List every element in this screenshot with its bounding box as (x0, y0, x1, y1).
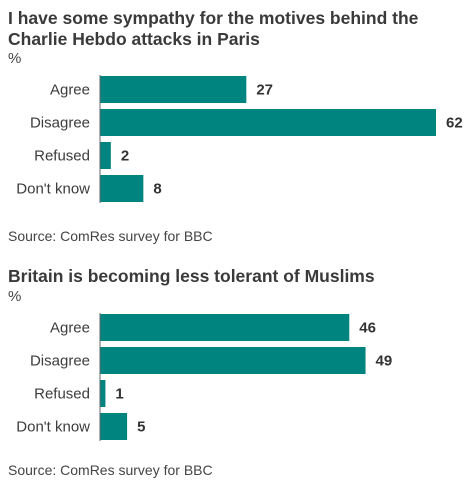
chart-1-source: Source: ComRes survey for BBC (8, 228, 213, 244)
category-label: Disagree (30, 115, 90, 132)
category-label: Agree (50, 320, 90, 337)
category-label: Refused (34, 148, 90, 165)
bar-disagree (100, 109, 436, 136)
chart-panel-1: I have some sympathy for the motives beh… (8, 8, 463, 244)
value-label: 8 (153, 181, 161, 198)
bar-refused (100, 142, 111, 169)
chart-2-plot: Agree 46 Disagree 49 Refused 1 Don't know 5 (16, 313, 393, 441)
chart-1-plot: Agree 27 Disagree 62 Refused 2 Don't know 8 (16, 75, 463, 203)
bar-don-t-know (100, 175, 144, 202)
chart-1-unit: % (8, 50, 22, 67)
value-label: 5 (137, 419, 145, 436)
value-label: 62 (446, 115, 463, 132)
category-label: Agree (50, 82, 90, 99)
value-label: 1 (115, 386, 123, 403)
bar-don-t-know (100, 413, 128, 440)
chart-panel-2: Britain is becoming less tolerant of Mus… (0, 250, 473, 493)
chart-2-title: Britain is becoming less tolerant of Mus… (8, 266, 375, 286)
bar-refused (100, 380, 106, 407)
value-label: 46 (359, 320, 376, 337)
bar-disagree (100, 347, 366, 374)
category-label: Disagree (30, 353, 90, 370)
bar-agree (100, 76, 247, 103)
category-label: Refused (34, 386, 90, 403)
chart-1-title: I have some sympathy for the motives beh… (8, 8, 419, 49)
chart-2-unit: % (8, 288, 22, 305)
value-label: 49 (376, 353, 393, 370)
value-label: 2 (121, 148, 129, 165)
chart-2-source: Source: ComRes survey for BBC (8, 462, 213, 478)
bar-agree (100, 314, 350, 341)
category-label: Don't know (16, 181, 90, 198)
value-label: 27 (256, 82, 273, 99)
category-label: Don't know (16, 419, 90, 436)
